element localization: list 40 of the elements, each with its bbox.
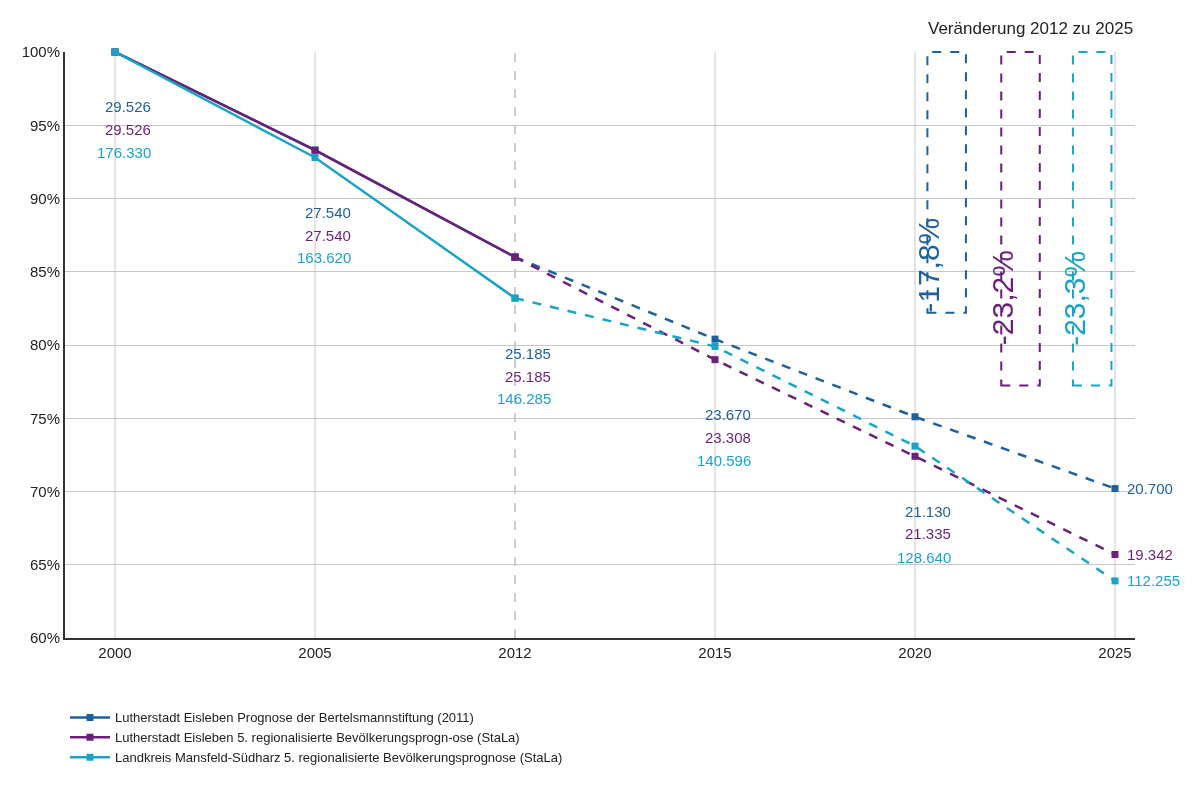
annotation: 112.255	[1127, 572, 1181, 589]
x-tick-label: 2025	[1098, 644, 1132, 661]
annotation: -23,3%	[1057, 250, 1091, 346]
x-tick-label: 2020	[898, 644, 932, 661]
y-tick-label: 70%	[29, 482, 60, 500]
annotation: 20.700	[1127, 480, 1173, 497]
annotation: 140.596	[697, 452, 752, 469]
legend-label: Landkreis Mansfeld-Südharz 5. regionalisierte Bevölkerungsprognose (StaLa)	[115, 750, 563, 766]
annotation: 176.330	[97, 144, 152, 161]
annotation: 163.620	[297, 249, 352, 266]
x-tick-label: 2005	[298, 644, 332, 661]
annotation: 25.185	[505, 368, 551, 385]
annotation: 23.670	[705, 406, 751, 423]
annotation: 146.285	[497, 390, 552, 407]
legend-label: Lutherstadt Eisleben 5. regionalisierte Bevölkerungsprogn-ose (StaLa)	[115, 730, 520, 746]
legend-label: Lutherstadt Eisleben Prognose der Bertelsmannstiftung (2011)	[115, 710, 474, 726]
y-tick-label: 95%	[29, 116, 60, 134]
annotation: 21.335	[905, 525, 951, 542]
y-tick-label: 65%	[29, 556, 60, 573]
annotation: 21.130	[905, 503, 951, 520]
annotation: 29.526	[105, 98, 151, 115]
y-tick-label: 60%	[29, 629, 60, 647]
y-tick-label: 85%	[29, 263, 60, 280]
y-tick-label: 80%	[29, 336, 60, 354]
y-tick-label: 100%	[21, 43, 60, 61]
text: Veränderung 2012 zu 2025	[928, 19, 1134, 38]
y-tick-label: 75%	[29, 409, 60, 427]
x-tick-label: 2015	[698, 644, 732, 661]
annotation: 25.185	[505, 345, 551, 362]
annotation: 27.540	[305, 204, 351, 221]
annotation: 23.308	[705, 429, 751, 446]
annotation: 27.540	[305, 227, 351, 244]
annotation: 29.526	[105, 121, 151, 138]
x-tick-label: 2000	[98, 644, 132, 661]
x-tick-label: 2012	[498, 644, 532, 661]
y-tick-label: 90%	[29, 189, 60, 207]
annotation: 19.342	[1127, 546, 1173, 563]
annotation: -23,2%	[985, 250, 1019, 346]
annotation: 128.640	[897, 549, 952, 566]
annotation: -17,8%	[911, 217, 945, 313]
